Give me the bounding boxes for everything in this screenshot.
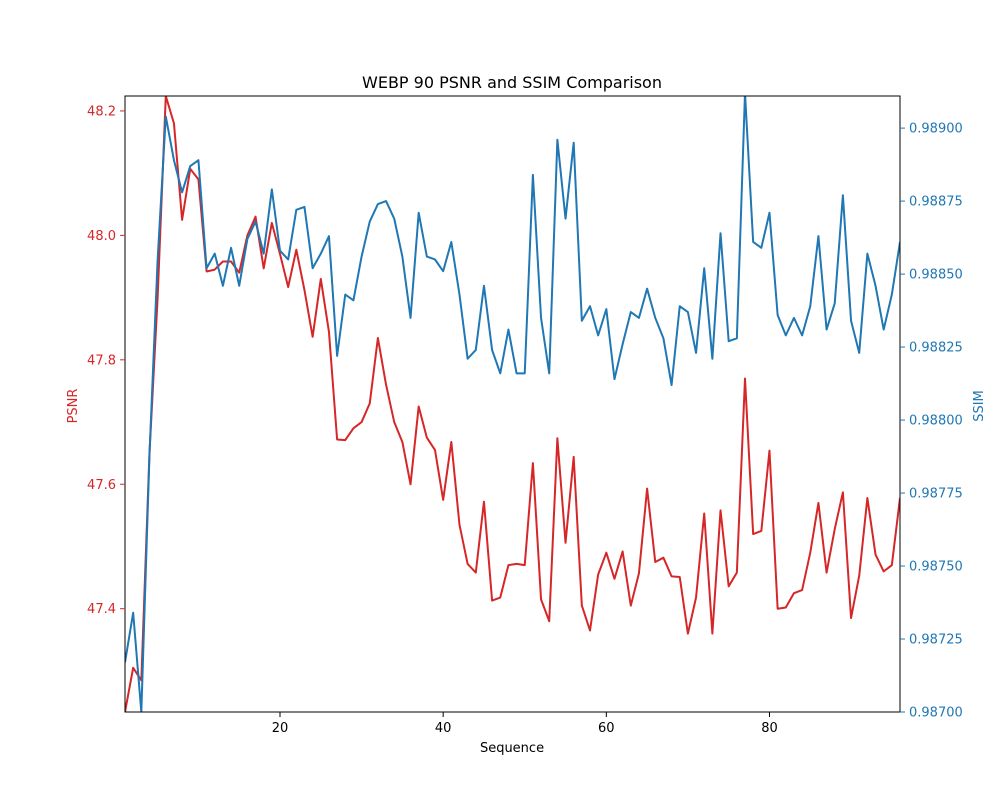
right-y-tick-label: 0.98800 — [909, 414, 963, 429]
chart-title: WEBP 90 PSNR and SSIM Comparison — [362, 73, 662, 92]
left-axis-label: PSNR — [66, 389, 81, 424]
left-y-tick-label: 48.0 — [87, 229, 116, 244]
right-y-tick-label: 0.98725 — [909, 633, 963, 648]
right-y-tick-label: 0.98900 — [909, 122, 963, 137]
psnr-series-line — [125, 96, 900, 712]
right-y-tick-label: 0.98875 — [909, 195, 963, 210]
left-y-tick-label: 47.8 — [87, 353, 116, 368]
x-tick-label: 60 — [598, 721, 615, 736]
right-y-tick-label: 0.98850 — [909, 268, 963, 283]
right-y-tick-label: 0.98775 — [909, 487, 963, 502]
right-y-tick-label: 0.98700 — [909, 706, 963, 721]
x-tick-label: 20 — [272, 721, 289, 736]
ssim-series-line — [125, 96, 900, 712]
left-y-tick-label: 48.2 — [87, 104, 116, 119]
right-y-tick-label: 0.98750 — [909, 560, 963, 575]
series-layer — [125, 96, 900, 712]
left-y-tick-label: 47.6 — [87, 478, 116, 493]
x-axis-label: Sequence — [480, 741, 544, 756]
left-y-tick-label: 47.4 — [87, 602, 116, 617]
axes-layer: 20 40 60 80 47.4 47.6 47.8 48.0 48.2 0.98700 0.987… — [87, 95, 963, 736]
x-tick-label: 80 — [761, 721, 778, 736]
plot-frame — [124, 95, 901, 713]
right-y-tick-label: 0.98825 — [909, 341, 963, 356]
x-tick-label: 40 — [435, 721, 452, 736]
right-axis-label: SSIM — [972, 390, 987, 422]
